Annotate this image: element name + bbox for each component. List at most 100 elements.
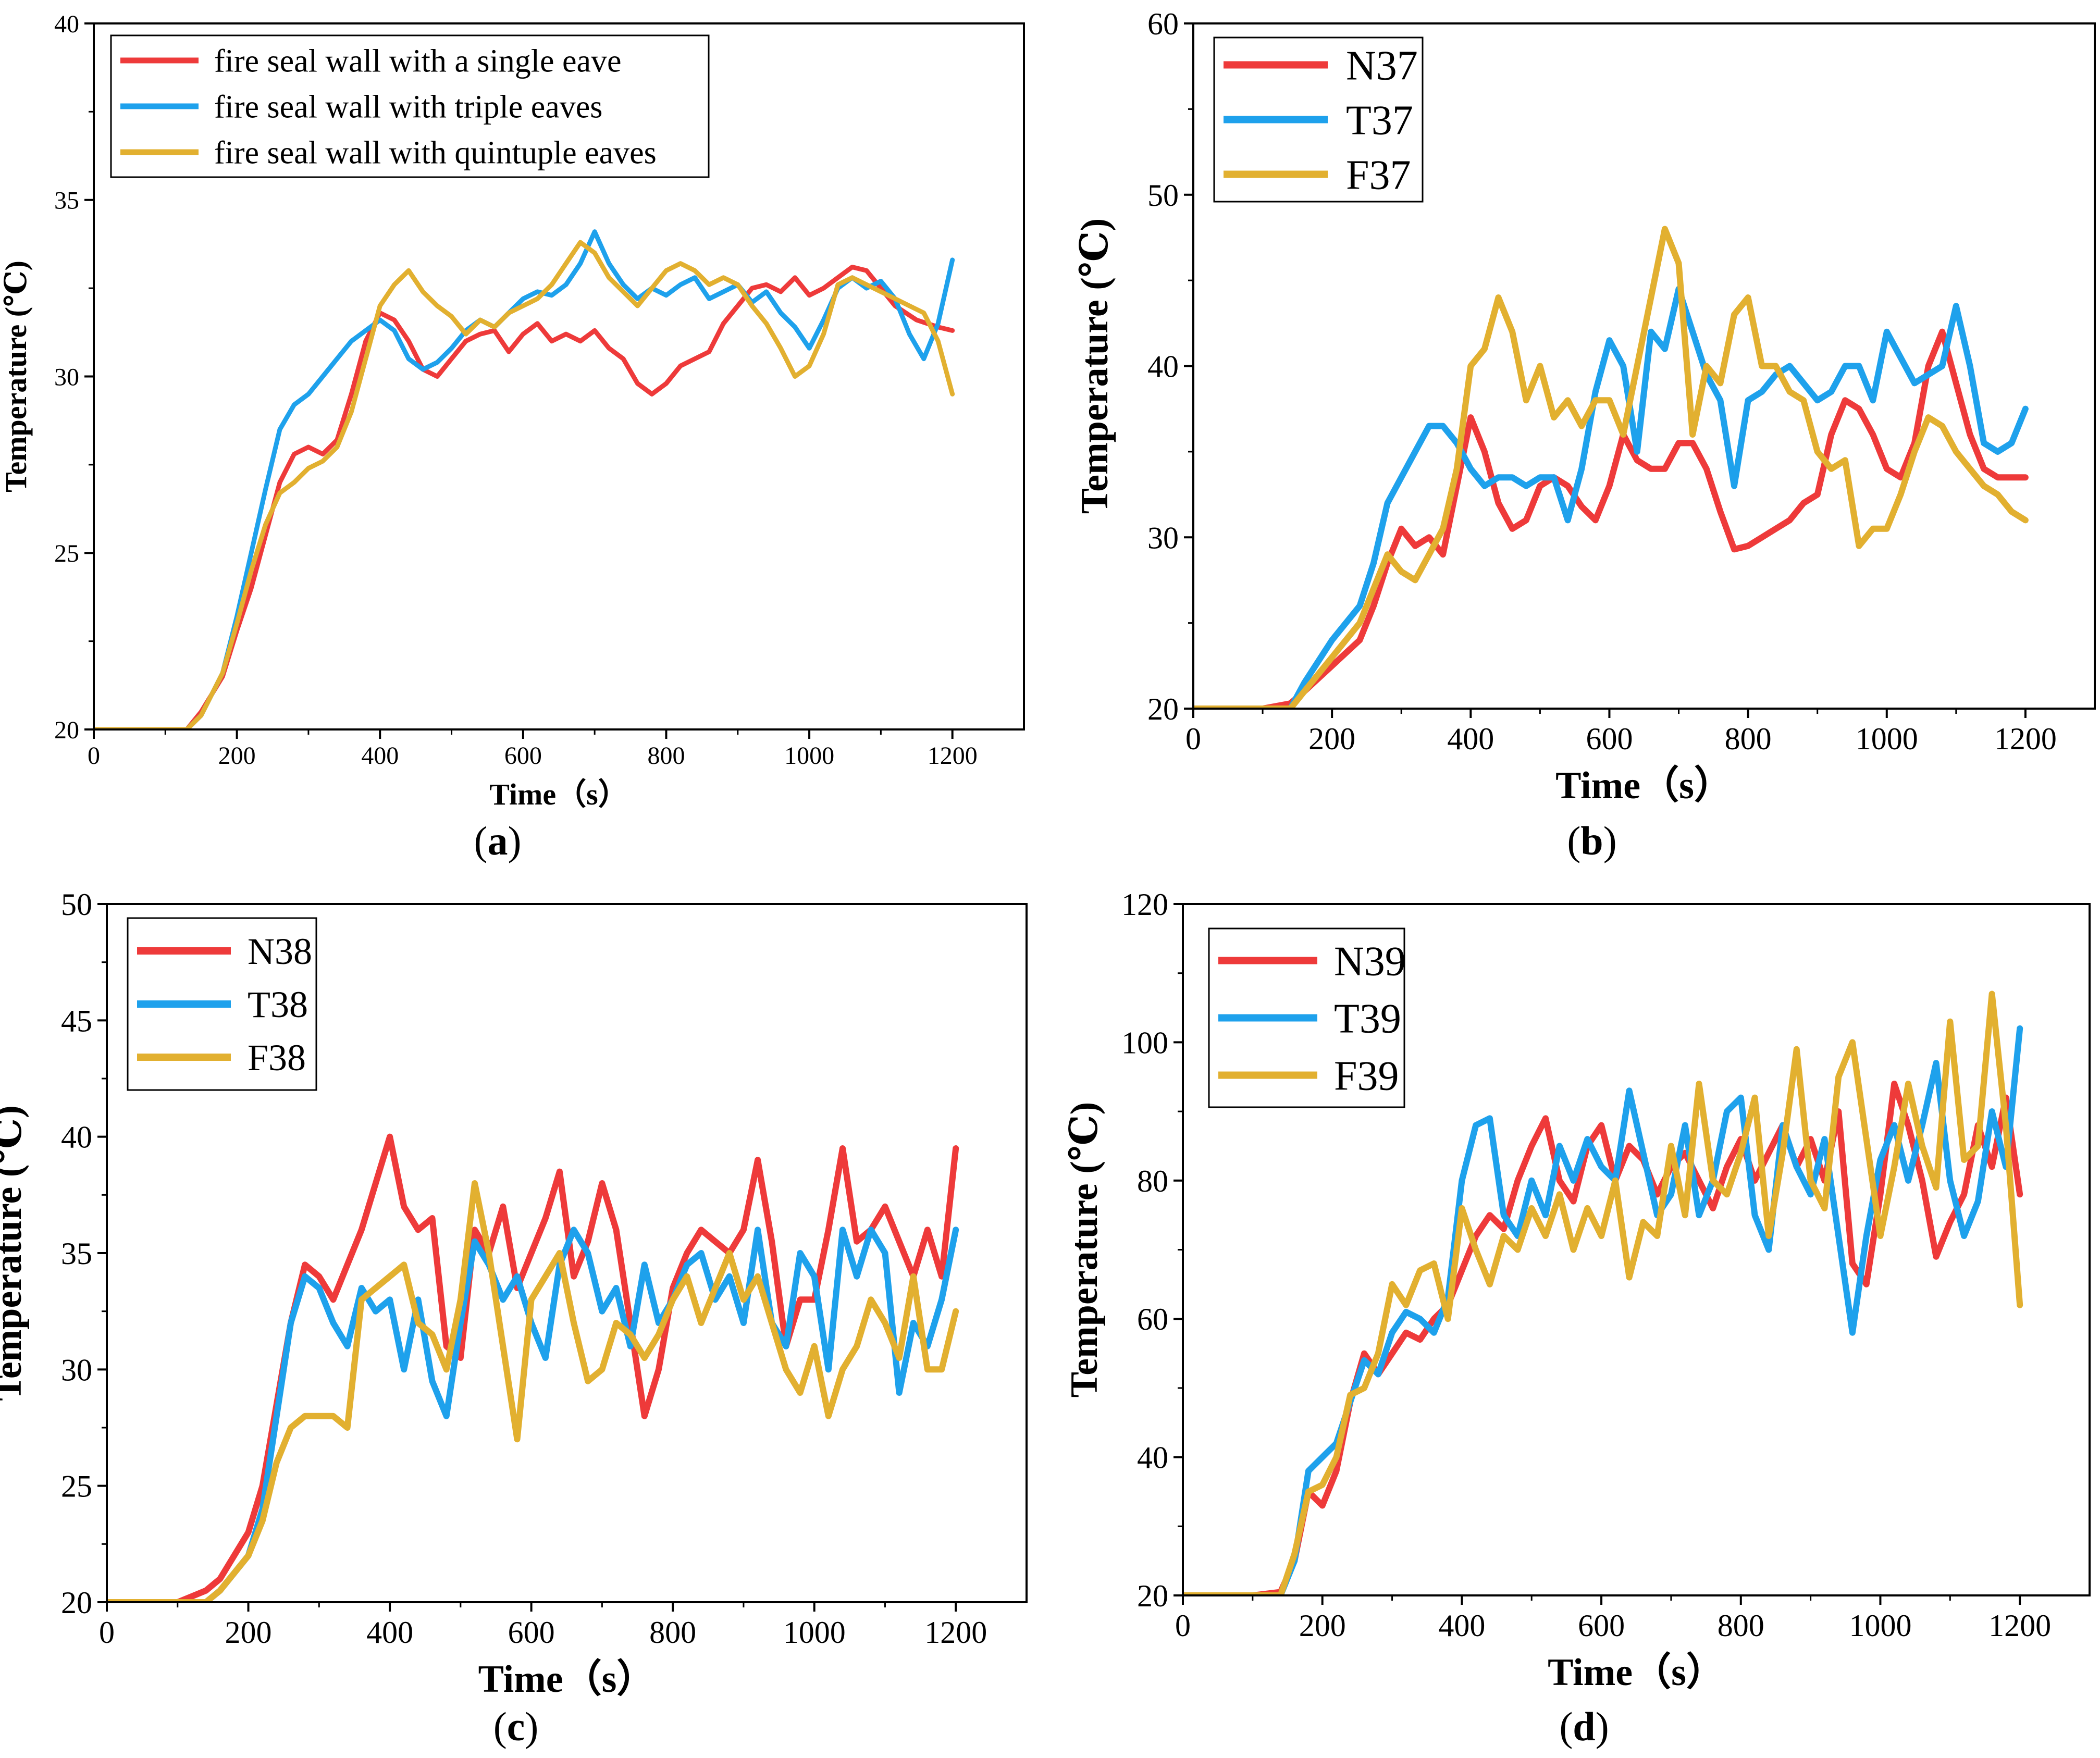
caption-part: d bbox=[1573, 1704, 1595, 1749]
y-tick-label: 30 bbox=[1147, 521, 1179, 555]
legend-label: N39 bbox=[1334, 939, 1406, 985]
x-tick-label: 400 bbox=[366, 1615, 413, 1650]
y-axis-label: Temperature (℃) bbox=[0, 261, 33, 492]
legend-label: fire seal wall with triple eaves bbox=[214, 90, 602, 125]
x-tick-label: 1000 bbox=[1856, 722, 1918, 756]
caption-part: ( bbox=[474, 818, 488, 863]
y-tick-label: 40 bbox=[61, 1120, 92, 1155]
series-group bbox=[1183, 991, 2023, 1595]
y-tick-label: 20 bbox=[1137, 1579, 1168, 1613]
caption-part: ( bbox=[1567, 818, 1580, 863]
x-tick-label: 800 bbox=[1725, 722, 1772, 756]
legend-label: T38 bbox=[248, 984, 308, 1025]
x-tick-label: 0 bbox=[1185, 722, 1201, 756]
legend: fire seal wall with a single eave fire se… bbox=[110, 34, 710, 178]
y-axis-label: Temperature (℃) bbox=[1063, 1102, 1106, 1398]
legend-label: N38 bbox=[248, 931, 312, 972]
y-tick-label: 20 bbox=[54, 716, 79, 744]
x-tick-label: 1000 bbox=[783, 1615, 846, 1650]
panel-caption: (b) bbox=[1567, 818, 1616, 863]
panel-b: 0 200 400 600 800 1000 1200 20 30 40 50 60 Time（s） Te… bbox=[1073, 7, 2096, 863]
caption-part: ) bbox=[508, 818, 522, 863]
legend-label: T37 bbox=[1346, 98, 1413, 144]
series-line-f38 bbox=[107, 1180, 959, 1602]
caption-part: b bbox=[1580, 818, 1603, 863]
series-group bbox=[94, 229, 955, 729]
x-axis-label: Time（s） bbox=[478, 1658, 656, 1701]
y-tick-label: 80 bbox=[1137, 1164, 1168, 1198]
x-tick-label: 200 bbox=[225, 1615, 272, 1650]
panel-c: 0 200 400 600 800 1000 1200 20 25 30 35 40 45 50 Time（… bbox=[0, 887, 1028, 1749]
y-tick-label: 60 bbox=[1137, 1302, 1168, 1336]
series-line-t39 bbox=[1183, 1025, 2023, 1595]
y-tick-label: 60 bbox=[1147, 7, 1179, 41]
legend-label: F37 bbox=[1346, 153, 1411, 199]
caption-part: ( bbox=[493, 1704, 507, 1749]
series-line-t37 bbox=[1193, 286, 2029, 709]
legend-label: N37 bbox=[1346, 43, 1418, 89]
x-tick-label: 600 bbox=[1578, 1608, 1625, 1643]
y-tick-label: 30 bbox=[61, 1353, 92, 1387]
panel-caption: (d) bbox=[1559, 1704, 1609, 1749]
series-line-n38 bbox=[107, 1133, 959, 1602]
caption-part: ) bbox=[525, 1704, 538, 1749]
x-tick-label: 200 bbox=[1308, 722, 1355, 756]
y-axis-label: Temperature (℃) bbox=[0, 1105, 30, 1401]
y-tick-label: 100 bbox=[1121, 1025, 1168, 1060]
caption-part: ) bbox=[1596, 1704, 1609, 1749]
x-tick-label: 0 bbox=[99, 1615, 115, 1650]
x-tick-label: 1200 bbox=[928, 742, 978, 770]
x-tick-label: 1000 bbox=[784, 742, 834, 770]
panel-caption: (a) bbox=[474, 818, 522, 863]
legend-label: T39 bbox=[1334, 996, 1401, 1042]
y-tick-label: 40 bbox=[1137, 1441, 1168, 1475]
series-line-f39 bbox=[1183, 991, 2023, 1595]
legend: N39 T39 F39 bbox=[1208, 927, 1406, 1108]
x-tick-label: 200 bbox=[1299, 1608, 1346, 1643]
legend: N37 T37 F37 bbox=[1213, 36, 1424, 203]
x-tick-label: 1200 bbox=[1988, 1608, 2051, 1643]
y-tick-label: 40 bbox=[1147, 350, 1179, 384]
x-tick-label: 800 bbox=[647, 742, 685, 770]
series-line-fire-seal-wall-with-triple-eaves bbox=[94, 229, 955, 729]
x-tick-label: 400 bbox=[1447, 722, 1494, 756]
y-tick-label: 20 bbox=[1147, 692, 1179, 726]
y-axis-label: Temperature (℃) bbox=[1073, 218, 1116, 514]
series-line-fire-seal-wall-with-quintuple-eaves bbox=[94, 240, 955, 729]
x-tick-label: 1000 bbox=[1849, 1608, 1911, 1643]
x-tick-label: 600 bbox=[508, 1615, 555, 1650]
y-tick-label: 35 bbox=[54, 187, 79, 215]
x-axis-label: Time（s） bbox=[1548, 1651, 1725, 1694]
legend-label: F38 bbox=[248, 1037, 306, 1079]
y-tick-label: 50 bbox=[61, 887, 92, 922]
x-tick-label: 0 bbox=[1175, 1608, 1191, 1643]
y-tick-label: 50 bbox=[1147, 178, 1179, 213]
series-line-fire-seal-wall-with-a-single-eave bbox=[94, 265, 955, 729]
panel-a: 0 200 400 600 800 1000 1200 20 25 30 35 40 Time（s） Te… bbox=[0, 10, 1025, 863]
x-axis-label: Time（s） bbox=[489, 777, 628, 811]
y-tick-label: 30 bbox=[54, 363, 79, 391]
caption-part: c bbox=[507, 1704, 525, 1749]
caption-part: ( bbox=[1559, 1704, 1573, 1749]
y-tick-label: 25 bbox=[54, 540, 79, 567]
x-tick-label: 400 bbox=[361, 742, 399, 770]
x-tick-label: 1200 bbox=[924, 1615, 987, 1650]
y-tick-label: 120 bbox=[1121, 887, 1168, 922]
x-tick-label: 0 bbox=[88, 742, 100, 770]
y-tick-label: 25 bbox=[61, 1469, 92, 1504]
x-tick-label: 800 bbox=[649, 1615, 696, 1650]
legend: N38 T38 F38 bbox=[127, 917, 317, 1091]
legend-label: fire seal wall with quintuple eaves bbox=[214, 135, 657, 171]
x-tick-label: 1200 bbox=[1994, 722, 2057, 756]
caption-part: ) bbox=[1603, 818, 1617, 863]
y-tick-label: 40 bbox=[54, 10, 79, 38]
x-tick-label: 600 bbox=[504, 742, 542, 770]
panel-caption: (c) bbox=[493, 1704, 539, 1749]
x-tick-label: 600 bbox=[1586, 722, 1633, 756]
y-tick-label: 45 bbox=[61, 1004, 92, 1038]
x-axis-label: Time（s） bbox=[1555, 764, 1733, 807]
x-tick-label: 800 bbox=[1718, 1608, 1764, 1643]
y-tick-label: 20 bbox=[61, 1586, 92, 1620]
caption-part: a bbox=[488, 818, 508, 863]
